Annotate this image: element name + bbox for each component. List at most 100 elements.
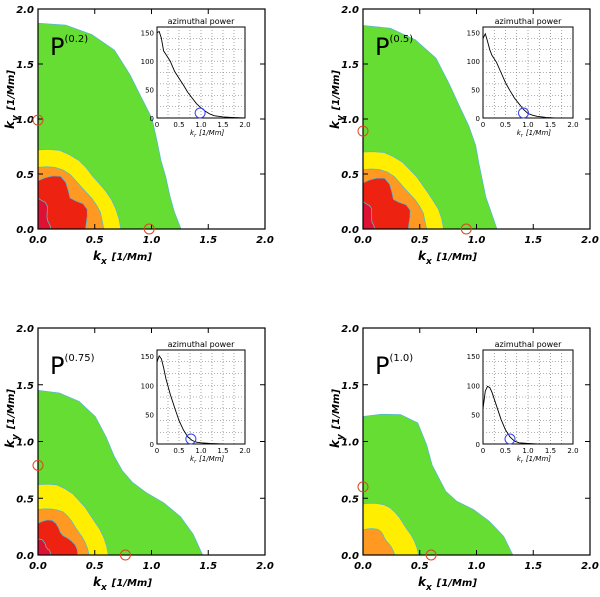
- x-tick-label: 1.0: [143, 561, 161, 572]
- x-tick-label: 0.0: [354, 235, 372, 246]
- inset-x-tick-label: 1.5: [217, 121, 228, 129]
- inset-y-tick-label: 150: [467, 353, 480, 361]
- red-circle-marker: [32, 114, 44, 126]
- inset-x-tick-label: 0: [155, 121, 159, 129]
- y-tick-label: 0.5: [341, 494, 359, 505]
- contour-level-5: [38, 197, 51, 229]
- y-axis-label: ky[1/Mm]: [3, 70, 21, 129]
- red-circle-marker: [119, 549, 131, 561]
- red-circle-marker: [425, 549, 437, 561]
- red-circle-marker: [32, 459, 44, 471]
- contour-level-5: [38, 538, 51, 555]
- y-tick-label: 0.5: [16, 170, 34, 181]
- azimuthal-power-curve: [482, 385, 573, 445]
- inset-y-tick-label: 0: [150, 441, 154, 449]
- inset-azimuthal-power: 0 0.5 1.0 1.5 2.0 0 50 100 150 azimuthal power kr[…: [467, 17, 579, 139]
- contour-level-5: [363, 201, 375, 229]
- y-axis-label: ky[1/Mm]: [328, 70, 346, 129]
- blue-circle-marker: [518, 107, 529, 119]
- x-axis-label: kx [1/Mm]: [93, 575, 152, 593]
- panel-label: P(0.5): [375, 33, 413, 61]
- y-tick-label: 0.0: [16, 551, 34, 562]
- y-tick-label: 1.5: [341, 60, 359, 71]
- x-tick-label: 2.0: [256, 561, 274, 572]
- inset-x-tick-label: 1.0: [195, 447, 206, 455]
- panel-top-right: 0.0 0.5 1.0 1.5 2.0 0.0 0.5 1.0 1.5 2.0 kx [1/Mm] ky…: [328, 5, 599, 267]
- contour-level-4: [38, 175, 88, 229]
- x-tick-label: 0.5: [411, 561, 429, 572]
- inset-x-tick-label: 1.5: [545, 121, 556, 129]
- x-tick-label: 2.0: [256, 235, 274, 246]
- inset-x-tick-label: 0.5: [173, 121, 184, 129]
- inset-y-tick-label: 0: [150, 115, 154, 123]
- panel-top-left: 0.0 0.5 1.0 1.5 2.0 0.0 0.5 1.0 1.5 2.0 kx [1/Mm] ky…: [3, 5, 274, 267]
- inset-x-tick-label: 0.5: [500, 447, 511, 455]
- x-tick-label: 0.0: [354, 561, 372, 572]
- inset-y-tick-label: 50: [145, 412, 154, 420]
- red-circle-marker: [143, 223, 155, 235]
- y-tick-label: 0.0: [341, 225, 359, 236]
- inset-x-tick-label: 1.0: [195, 121, 206, 129]
- panel-label: P(0.2): [50, 33, 88, 61]
- inset-title: azimuthal power: [495, 17, 563, 26]
- azimuthal-power-curve: [156, 354, 245, 445]
- inset-y-tick-label: 50: [145, 87, 154, 95]
- inset-azimuthal-power: 0 0.5 1.0 1.5 2.0 0 50 100 150 azimuthal power kr[…: [467, 340, 579, 465]
- x-tick-label: 0.0: [29, 561, 47, 572]
- inset-x-axis-label: kr [1/Mm]: [190, 129, 225, 139]
- x-axis-label: kx [1/Mm]: [418, 249, 477, 267]
- y-tick-label: 1.0: [341, 438, 359, 449]
- inset-y-tick-label: 100: [141, 58, 154, 66]
- panel-bottom-right: 0.0 0.5 1.0 1.5 2.0 0.0 0.5 1.0 1.5 2.0 kx [1/Mm] ky…: [328, 324, 599, 593]
- y-tick-label: 1.0: [16, 115, 34, 126]
- inset-y-tick-label: 0: [476, 441, 480, 449]
- panel-label: P(0.75): [50, 352, 95, 380]
- x-axis-label: kx [1/Mm]: [418, 575, 477, 593]
- x-tick-label: 1.5: [524, 235, 542, 246]
- inset-x-axis-label: kr [1/Mm]: [517, 455, 552, 465]
- y-axis-label: ky[1/Mm]: [3, 389, 21, 448]
- inset-azimuthal-power: 0 0.5 1.0 1.5 2.0 0 50 100 150 azimuthal power kr[…: [141, 340, 251, 465]
- x-axis-label: kx [1/Mm]: [93, 249, 152, 267]
- inset-y-tick-label: 150: [467, 30, 480, 38]
- y-tick-label: 0.0: [16, 225, 34, 236]
- inset-y-tick-label: 150: [141, 30, 154, 38]
- inset-x-tick-label: 1.5: [545, 447, 556, 455]
- y-tick-label: 0.0: [341, 551, 359, 562]
- inset-x-tick-label: 0.5: [173, 447, 184, 455]
- inset-x-tick-label: 2.0: [239, 447, 250, 455]
- azimuthal-power-curve: [156, 30, 246, 119]
- blue-circle-marker: [504, 433, 516, 445]
- y-tick-label: 2.0: [341, 5, 359, 16]
- inset-y-tick-label: 50: [471, 412, 480, 420]
- y-tick-label: 2.0: [341, 324, 359, 335]
- azimuthal-power-curve: [482, 32, 573, 119]
- x-tick-label: 1.5: [524, 561, 542, 572]
- y-tick-label: 1.5: [341, 381, 359, 392]
- inset-x-tick-label: 2.0: [567, 447, 578, 455]
- contour-level-4: [363, 177, 411, 229]
- panel-bottom-left: 0.0 0.5 1.0 1.5 2.0 0.0 0.5 1.0 1.5 2.0 kx [1/Mm] ky…: [3, 324, 274, 593]
- inset-y-tick-label: 100: [467, 382, 480, 390]
- inset-y-tick-label: 0: [476, 115, 480, 123]
- y-axis-label: ky[1/Mm]: [328, 389, 346, 448]
- x-tick-label: 2.0: [581, 561, 599, 572]
- inset-title: azimuthal power: [495, 340, 563, 349]
- inset-title: azimuthal power: [168, 17, 236, 26]
- x-tick-label: 1.0: [468, 561, 486, 572]
- y-tick-label: 2.0: [16, 5, 34, 16]
- power-contours: [363, 413, 514, 555]
- y-tick-label: 0.5: [16, 494, 34, 505]
- power-contours: [38, 22, 182, 229]
- power-contours: [38, 389, 204, 555]
- blue-circle-marker: [194, 107, 206, 119]
- inset-frame: [156, 349, 246, 445]
- x-tick-label: 1.0: [468, 235, 486, 246]
- y-tick-label: 1.0: [341, 115, 359, 126]
- inset-x-tick-label: 0.5: [500, 121, 511, 129]
- inset-title: azimuthal power: [168, 340, 236, 349]
- contour-level-4: [38, 519, 79, 555]
- y-tick-label: 2.0: [16, 324, 34, 335]
- inset-y-tick-label: 100: [467, 58, 480, 66]
